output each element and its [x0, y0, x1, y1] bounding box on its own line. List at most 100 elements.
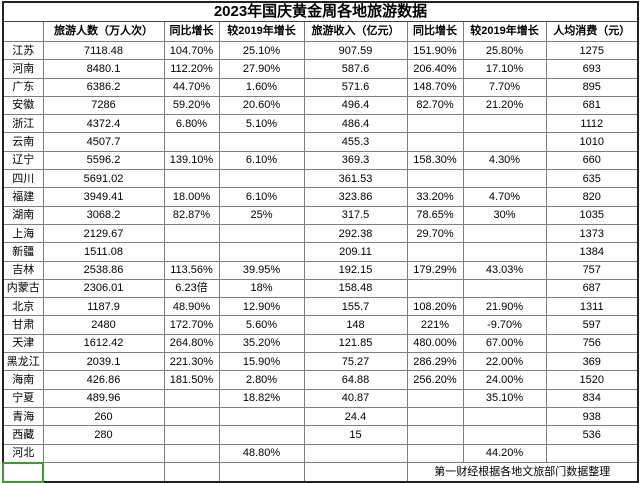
- table-cell[interactable]: [406, 114, 464, 134]
- table-cell[interactable]: 1.60%: [218, 77, 305, 97]
- table-cell[interactable]: [163, 169, 220, 189]
- table-cell[interactable]: 4.30%: [462, 150, 547, 171]
- table-cell[interactable]: 43.03%: [462, 260, 547, 280]
- table-cell[interactable]: 2538.86: [42, 260, 165, 280]
- province-cell[interactable]: 河南: [2, 59, 44, 79]
- empty-cell[interactable]: [303, 462, 408, 483]
- table-cell[interactable]: 158.48: [303, 278, 408, 299]
- table-cell[interactable]: 192.15: [303, 260, 408, 280]
- table-cell[interactable]: 1384: [545, 242, 639, 262]
- table-cell[interactable]: [218, 242, 305, 262]
- table-cell[interactable]: 6386.2: [42, 77, 165, 97]
- table-cell[interactable]: 15: [303, 425, 408, 445]
- table-cell[interactable]: 280: [42, 425, 165, 445]
- table-cell[interactable]: 660: [545, 150, 639, 171]
- table-cell[interactable]: 221.30%: [163, 352, 220, 372]
- table-cell[interactable]: 895: [545, 77, 639, 97]
- province-cell[interactable]: 天津: [2, 333, 44, 354]
- table-cell[interactable]: [462, 242, 547, 262]
- province-cell[interactable]: 广东: [2, 77, 44, 97]
- table-cell[interactable]: 1035: [545, 205, 639, 225]
- table-cell[interactable]: 148: [303, 315, 408, 335]
- table-cell[interactable]: 21.20%: [462, 95, 547, 116]
- table-cell[interactable]: 6.23倍: [163, 278, 220, 299]
- table-cell[interactable]: 25.10%: [218, 40, 305, 61]
- table-cell[interactable]: 687: [545, 278, 639, 299]
- table-cell[interactable]: 151.90%: [406, 40, 464, 61]
- table-cell[interactable]: 369.3: [303, 150, 408, 171]
- province-cell[interactable]: 新疆: [2, 242, 44, 262]
- table-cell[interactable]: 44.20%: [462, 443, 547, 464]
- table-cell[interactable]: 1112: [545, 114, 639, 134]
- province-cell[interactable]: 云南: [2, 132, 44, 152]
- table-cell[interactable]: 155.7: [303, 297, 408, 317]
- table-cell[interactable]: 536: [545, 425, 639, 445]
- table-cell[interactable]: 323.86: [303, 187, 408, 207]
- table-cell[interactable]: 756: [545, 333, 639, 354]
- table-cell[interactable]: [406, 169, 464, 189]
- table-cell[interactable]: [406, 388, 464, 408]
- column-header-revenue[interactable]: 旅游收入（亿元）: [303, 21, 408, 42]
- table-cell[interactable]: 907.59: [303, 40, 408, 61]
- table-cell[interactable]: [163, 425, 220, 445]
- table-cell[interactable]: 361.53: [303, 169, 408, 189]
- table-cell[interactable]: 40.87: [303, 388, 408, 408]
- table-cell[interactable]: 1373: [545, 223, 639, 244]
- table-cell[interactable]: 486.4: [303, 114, 408, 134]
- column-header-revenue-yoy[interactable]: 同比增长: [406, 21, 464, 42]
- table-cell[interactable]: 22.00%: [462, 352, 547, 372]
- province-cell[interactable]: 西藏: [2, 425, 44, 445]
- table-cell[interactable]: 21.90%: [462, 297, 547, 317]
- table-cell[interactable]: 6.10%: [218, 187, 305, 207]
- table-cell[interactable]: 6.80%: [163, 114, 220, 134]
- table-cell[interactable]: 82.70%: [406, 95, 464, 116]
- table-cell[interactable]: 18.82%: [218, 388, 305, 408]
- table-cell[interactable]: 1275: [545, 40, 639, 61]
- table-cell[interactable]: 587.6: [303, 59, 408, 79]
- table-cell[interactable]: [163, 443, 220, 464]
- province-cell[interactable]: 海南: [2, 370, 44, 390]
- table-cell[interactable]: [163, 388, 220, 408]
- table-cell[interactable]: 48.80%: [218, 443, 305, 464]
- table-cell[interactable]: 104.70%: [163, 40, 220, 61]
- table-cell[interactable]: 75.27: [303, 352, 408, 372]
- table-cell[interactable]: [406, 443, 464, 464]
- table-cell[interactable]: 4507.7: [42, 132, 165, 152]
- table-cell[interactable]: 39.95%: [218, 260, 305, 280]
- table-cell[interactable]: 5691.02: [42, 169, 165, 189]
- table-cell[interactable]: 12.90%: [218, 297, 305, 317]
- table-title[interactable]: 2023年国庆黄金周各地旅游数据: [2, 1, 639, 22]
- table-cell[interactable]: 64.88: [303, 370, 408, 390]
- table-cell[interactable]: [406, 278, 464, 299]
- table-cell[interactable]: 25.80%: [462, 40, 547, 61]
- table-cell[interactable]: 158.30%: [406, 150, 464, 171]
- table-cell[interactable]: 317.5: [303, 205, 408, 225]
- table-cell[interactable]: 179.29%: [406, 260, 464, 280]
- table-cell[interactable]: [218, 406, 305, 427]
- table-cell[interactable]: [163, 132, 220, 152]
- table-cell[interactable]: [406, 406, 464, 427]
- table-cell[interactable]: 6.10%: [218, 150, 305, 171]
- table-cell[interactable]: 1311: [545, 297, 639, 317]
- table-cell[interactable]: 260: [42, 406, 165, 427]
- table-cell[interactable]: [218, 132, 305, 152]
- table-cell[interactable]: 597: [545, 315, 639, 335]
- column-header-region[interactable]: [2, 21, 44, 42]
- table-cell[interactable]: 7118.48: [42, 40, 165, 61]
- table-cell[interactable]: 172.70%: [163, 315, 220, 335]
- table-cell[interactable]: 17.10%: [462, 59, 547, 79]
- table-cell[interactable]: [163, 223, 220, 244]
- province-cell[interactable]: 浙江: [2, 114, 44, 134]
- selected-cell[interactable]: [2, 461, 44, 483]
- table-cell[interactable]: [462, 223, 547, 244]
- table-cell[interactable]: 33.20%: [406, 187, 464, 207]
- table-cell[interactable]: 5596.2: [42, 150, 165, 171]
- province-cell[interactable]: 四川: [2, 169, 44, 189]
- table-cell[interactable]: 59.20%: [163, 95, 220, 116]
- empty-cell[interactable]: [163, 462, 220, 483]
- table-cell[interactable]: 29.70%: [406, 223, 464, 244]
- table-cell[interactable]: 7286: [42, 95, 165, 116]
- column-header-per-capita[interactable]: 人均消费（元）: [545, 21, 639, 42]
- table-cell[interactable]: 489.96: [42, 388, 165, 408]
- table-cell[interactable]: 20.60%: [218, 95, 305, 116]
